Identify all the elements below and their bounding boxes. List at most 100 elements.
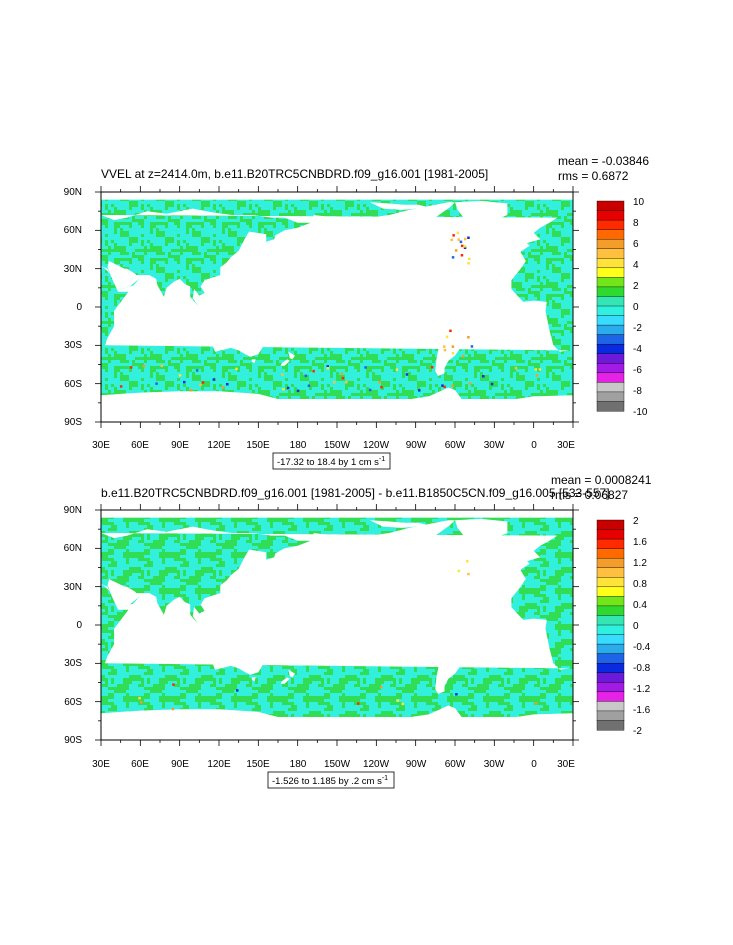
colorbar-box [596, 334, 625, 345]
colorbar-label: 10 [633, 197, 645, 208]
x-tick-label: 150W [324, 440, 351, 451]
land-arctic-islands [369, 202, 429, 210]
panel-bottom-land-mask [101, 510, 573, 740]
land-sumatra [186, 618, 201, 633]
extreme-value-cell [212, 378, 216, 381]
colorbar-label: 0.8 [633, 579, 647, 590]
colorbar-label: -0.8 [633, 663, 651, 674]
extreme-value-cell [401, 702, 404, 706]
y-tick-label: 90S [64, 417, 82, 428]
y-tick-label: 90S [64, 735, 82, 746]
extreme-value-cell [467, 572, 470, 576]
colorbar-label: -4 [633, 344, 642, 355]
colorbar-box [596, 672, 625, 683]
colorbar-label: -8 [633, 386, 642, 397]
colorbar-label: 4 [633, 260, 639, 271]
y-tick-label: 30S [64, 340, 82, 351]
panel-top-y-tick-labels: 90N 60N 30N 0 30S 60S 90S [64, 187, 83, 428]
extreme-value-cell [307, 384, 311, 387]
panel-bottom-mean: mean = 0.0008241 [551, 473, 652, 487]
land-sri-lanka [166, 295, 170, 300]
x-tick-label: 120E [207, 759, 231, 770]
land-java [200, 632, 212, 636]
extreme-value-cell [380, 685, 383, 689]
panel-bottom-ticks [95, 504, 579, 746]
extreme-value-cell [129, 366, 133, 369]
panel-bottom: b.e11.B20TRC5CNBDRD.f09_g16.001 [1981-20… [64, 473, 652, 789]
colorbar-box [596, 324, 625, 336]
colorbar-box [596, 548, 625, 559]
panel-bottom-rms: rms = 0.06827 [551, 488, 628, 502]
land-arabia-fill [107, 579, 139, 609]
extreme-value-cell [460, 254, 464, 257]
extreme-value-cell [171, 707, 175, 711]
colorbar-label: 1.2 [633, 558, 647, 569]
extreme-value-cell [282, 388, 285, 391]
extreme-value-cell [449, 329, 452, 333]
extreme-value-cell [464, 237, 467, 241]
y-tick-label: 90N [64, 505, 82, 516]
extreme-value-cell [514, 366, 518, 370]
colorbar-box [596, 701, 625, 712]
extreme-value-cell [195, 369, 199, 372]
colorbar-box [596, 682, 625, 693]
land-japan [232, 249, 252, 268]
extreme-value-cell [459, 240, 463, 244]
extreme-value-cell [451, 352, 455, 355]
land-philippines [217, 602, 227, 618]
extreme-value-cell [396, 699, 399, 702]
panel-top-land-mask [101, 192, 573, 422]
colorbar-box [596, 605, 625, 616]
colorbar-box [596, 238, 625, 250]
extreme-value-cell [160, 364, 164, 368]
range-box-text: -1.526 to 1.185 by .2 cm s-1 [272, 775, 388, 787]
y-tick-label: 60S [64, 379, 82, 390]
colorbar-box [596, 277, 625, 288]
colorbar-box [596, 229, 625, 240]
y-tick-label: 30N [64, 264, 82, 275]
land-japan [232, 567, 252, 586]
colorbar-box [596, 305, 625, 317]
extreme-value-cell [405, 373, 409, 376]
extreme-value-cell [535, 374, 539, 377]
extreme-value-cell [340, 372, 344, 376]
range-box-main-text: -1.526 to 1.185 by .2 cm s [272, 776, 382, 787]
panel-bottom-title: b.e11.B20TRC5CNBDRD.f09_g16.001 [1981-20… [101, 486, 610, 500]
y-tick-label: 0 [76, 620, 82, 631]
land-south-america [427, 292, 488, 376]
y-tick-label: 60N [64, 543, 82, 554]
polar-cap [101, 510, 573, 514]
land-java [200, 314, 212, 318]
x-tick-label: 30E [557, 440, 575, 451]
land-new-guinea [233, 626, 259, 638]
x-tick-label: 90W [406, 440, 427, 451]
colorbar-box [596, 382, 625, 393]
extreme-value-cell [445, 335, 449, 339]
land-borneo [204, 618, 218, 631]
panel-top-extreme-values [119, 231, 542, 393]
land-greenland [455, 200, 508, 231]
colorbar-box [596, 219, 625, 231]
land-sulawesi [217, 623, 226, 632]
y-tick-label: 30N [64, 582, 82, 593]
extreme-value-cell [456, 231, 460, 235]
colorbar-box [596, 296, 625, 307]
colorbar-box [596, 200, 625, 212]
colorbar-box [596, 401, 625, 412]
colorbar-box [596, 557, 625, 569]
x-tick-label: 180 [290, 759, 307, 770]
extreme-value-cell [430, 366, 434, 369]
colorbar-box [596, 567, 625, 578]
range-box-superscript: -1 [379, 456, 385, 463]
extreme-value-cell [452, 234, 455, 237]
panel-bottom-x-tick-labels: 30E 60E 90E 120E 150E 180 150W 120W 90W … [92, 759, 575, 770]
land-north-america [313, 520, 461, 618]
panel-top-map [95, 186, 579, 428]
panel-bottom-colorbar [596, 519, 625, 731]
land-arabia-fill [107, 261, 139, 291]
colorbar-box [596, 596, 625, 607]
range-box-frame [272, 452, 391, 470]
colorbar-box [596, 343, 625, 355]
extreme-value-cell [451, 384, 454, 388]
x-tick-label: 60W [445, 440, 466, 451]
